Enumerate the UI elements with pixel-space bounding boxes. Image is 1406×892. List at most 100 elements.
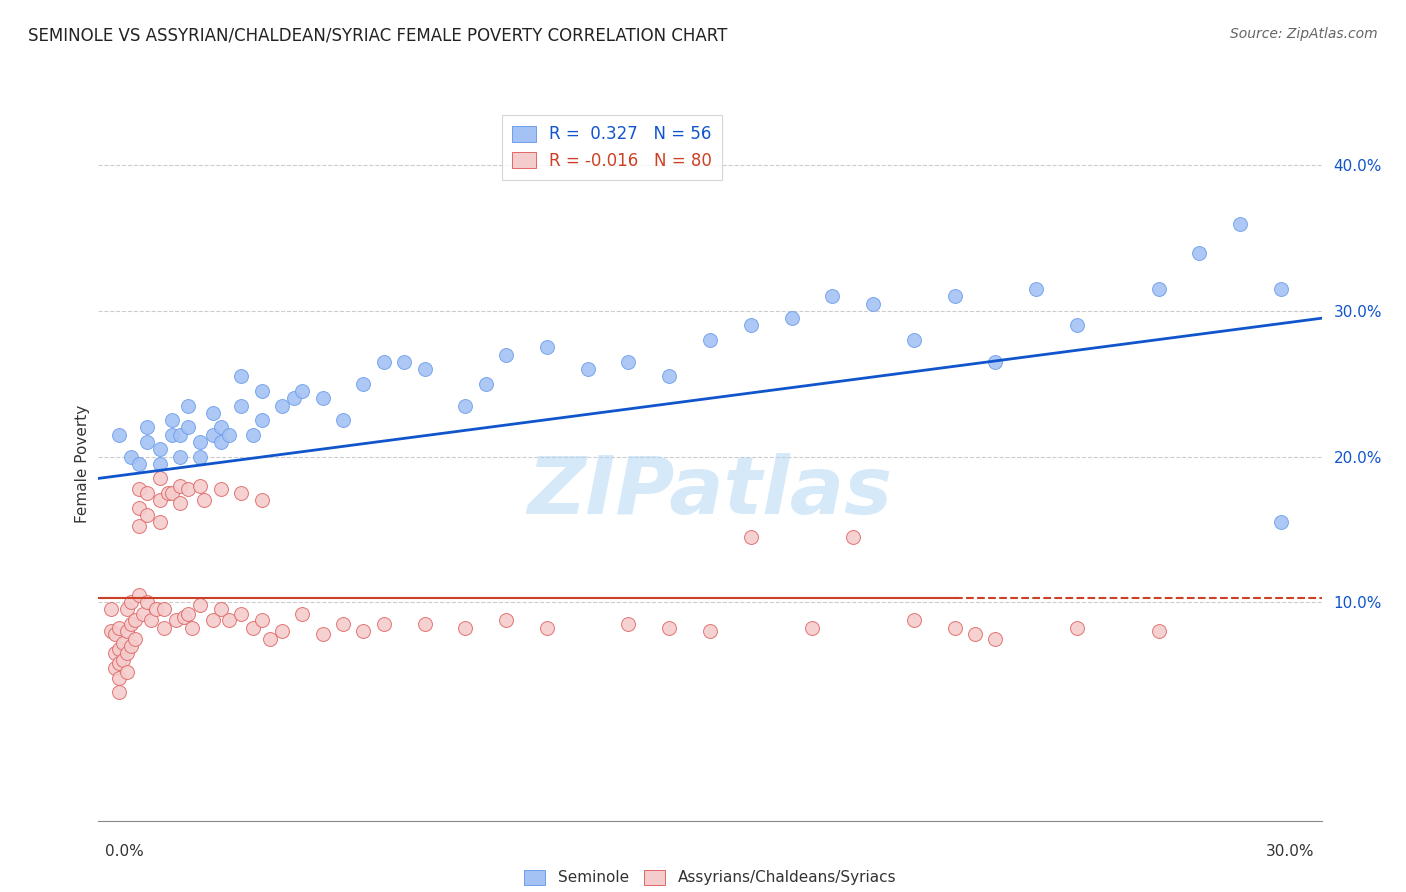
Point: [231, 399, 253, 413]
Point: [699, 333, 721, 347]
Point: [536, 340, 558, 354]
Point: [169, 496, 191, 510]
Point: [250, 613, 273, 627]
Point: [250, 413, 273, 427]
Point: [188, 598, 212, 612]
Point: [177, 399, 200, 413]
Point: [209, 420, 232, 434]
Point: [617, 355, 640, 369]
Point: [576, 362, 599, 376]
Point: [495, 613, 517, 627]
Point: [124, 632, 146, 646]
Point: [801, 621, 824, 635]
Point: [149, 493, 172, 508]
Point: [149, 457, 172, 471]
Point: [100, 602, 122, 616]
Point: [413, 617, 436, 632]
Point: [250, 493, 273, 508]
Point: [173, 609, 195, 624]
Point: [108, 671, 131, 685]
Point: [495, 348, 517, 362]
Point: [1147, 282, 1170, 296]
Point: [658, 621, 681, 635]
Point: [1066, 318, 1088, 333]
Point: [160, 413, 183, 427]
Point: [145, 602, 167, 616]
Point: [617, 617, 640, 632]
Text: 30.0%: 30.0%: [1267, 845, 1315, 859]
Point: [862, 296, 884, 310]
Point: [903, 613, 925, 627]
Point: [128, 519, 150, 533]
Point: [149, 442, 172, 457]
Point: [242, 427, 264, 442]
Point: [108, 657, 131, 671]
Point: [242, 621, 264, 635]
Point: [128, 457, 150, 471]
Point: [821, 289, 844, 303]
Point: [169, 478, 191, 492]
Point: [740, 318, 762, 333]
Point: [283, 392, 305, 406]
Point: [104, 646, 127, 660]
Point: [115, 624, 138, 639]
Point: [136, 435, 159, 450]
Point: [128, 588, 150, 602]
Point: [454, 399, 477, 413]
Point: [474, 376, 498, 391]
Point: [231, 486, 253, 500]
Point: [270, 399, 294, 413]
Point: [169, 427, 191, 442]
Point: [201, 427, 224, 442]
Point: [373, 355, 395, 369]
Point: [181, 621, 204, 635]
Y-axis label: Female Poverty: Female Poverty: [75, 405, 90, 523]
Point: [111, 653, 134, 667]
Point: [1147, 624, 1170, 639]
Point: [332, 413, 354, 427]
Point: [115, 665, 138, 679]
Point: [943, 621, 966, 635]
Point: [740, 530, 762, 544]
Point: [108, 641, 131, 656]
Point: [120, 450, 142, 464]
Point: [120, 617, 142, 632]
Point: [201, 406, 224, 420]
Point: [312, 627, 335, 641]
Point: [165, 613, 187, 627]
Point: [115, 602, 138, 616]
Point: [104, 661, 127, 675]
Point: [111, 636, 134, 650]
Point: [231, 369, 253, 384]
Point: [132, 607, 155, 621]
Point: [332, 617, 354, 632]
Point: [120, 595, 142, 609]
Point: [188, 435, 212, 450]
Point: [128, 500, 150, 515]
Point: [108, 427, 131, 442]
Point: [780, 311, 803, 326]
Point: [136, 508, 159, 522]
Point: [160, 427, 183, 442]
Point: [104, 627, 127, 641]
Point: [136, 595, 159, 609]
Point: [209, 435, 232, 450]
Point: [124, 613, 146, 627]
Point: [152, 621, 174, 635]
Point: [218, 613, 240, 627]
Point: [536, 621, 558, 635]
Point: [1188, 245, 1211, 260]
Point: [136, 420, 159, 434]
Point: [209, 602, 232, 616]
Point: [188, 450, 212, 464]
Point: [108, 685, 131, 699]
Point: [156, 486, 179, 500]
Point: [100, 624, 122, 639]
Point: [413, 362, 436, 376]
Point: [120, 639, 142, 653]
Point: [259, 632, 281, 646]
Point: [193, 493, 215, 508]
Point: [169, 450, 191, 464]
Point: [903, 333, 925, 347]
Point: [188, 478, 212, 492]
